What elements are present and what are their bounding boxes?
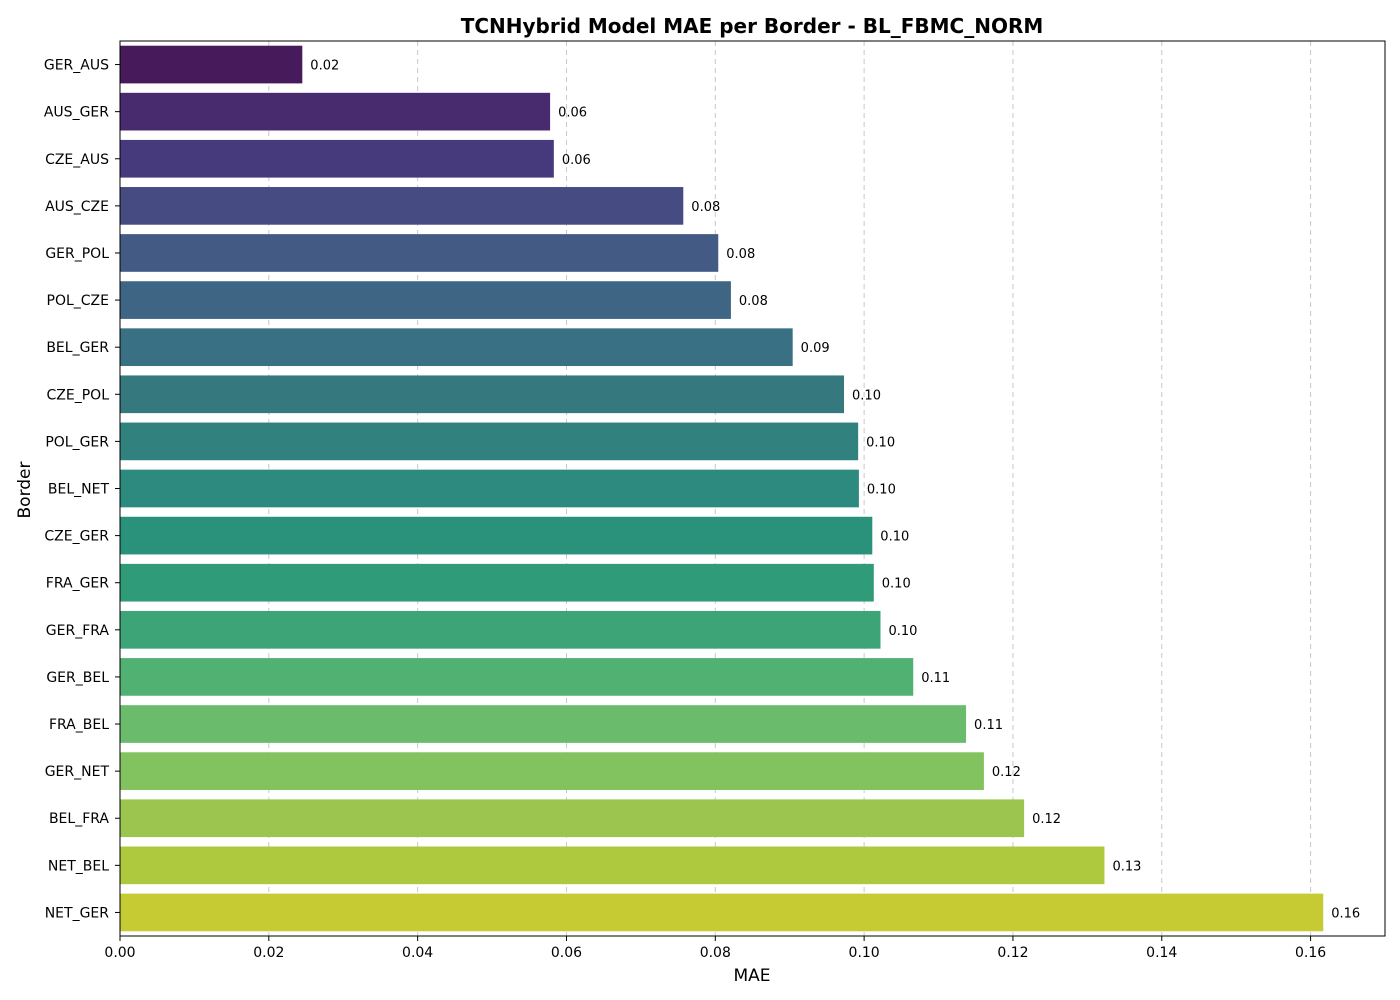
bar xyxy=(120,422,859,461)
bar-value-label: 0.08 xyxy=(726,247,755,262)
y-tick-label: FRA_BEL xyxy=(49,717,109,733)
x-tick-label: 0.10 xyxy=(849,945,880,961)
bar xyxy=(120,375,845,414)
y-tick-label: GER_POL xyxy=(45,246,109,262)
bar-value-label: 0.12 xyxy=(1032,812,1061,827)
bar xyxy=(120,187,684,225)
x-tick-label: 0.08 xyxy=(700,945,731,961)
bars xyxy=(120,45,1324,932)
y-tick-label: NET_BEL xyxy=(48,858,109,874)
y-tick-label: CZE_POL xyxy=(47,387,110,403)
bar-value-label: 0.08 xyxy=(739,294,768,309)
x-tick-label: 0.06 xyxy=(551,945,582,961)
bar-value-label: 0.06 xyxy=(562,153,591,168)
value-labels: 0.02 0.06 0.06 0.08 0.08 0.08 0.09 0.10 0.10 0.10… xyxy=(310,59,1360,922)
bar xyxy=(120,563,874,602)
x-tick-label: 0.02 xyxy=(253,945,284,961)
chart-title: TCNHybrid Model MAE per Border - BL_FBMC… xyxy=(461,14,1044,38)
bar xyxy=(120,610,881,649)
x-tick-label: 0.00 xyxy=(104,945,135,961)
y-tick-label: CZE_AUS xyxy=(45,152,109,168)
y-tick-label: GER_FRA xyxy=(46,623,110,639)
bar xyxy=(120,469,859,508)
x-tick-label: 0.04 xyxy=(402,945,433,961)
bar xyxy=(120,893,1324,932)
bar xyxy=(120,328,793,367)
bar xyxy=(120,92,551,131)
bar xyxy=(120,139,554,178)
y-tick-label: POL_GER xyxy=(45,434,109,450)
bar-value-label: 0.10 xyxy=(880,530,909,545)
bar-value-label: 0.12 xyxy=(992,765,1021,780)
y-tick-label: NET_GER xyxy=(45,905,110,921)
bar-value-label: 0.16 xyxy=(1331,906,1360,921)
y-tick-label: FRA_GER xyxy=(46,576,109,592)
x-tick-label: 0.14 xyxy=(1146,945,1177,961)
y-tick-label: GER_BEL xyxy=(46,670,109,686)
bar-value-label: 0.09 xyxy=(801,341,830,356)
y-axis-label: Border xyxy=(15,461,35,518)
y-tick-label: GER_AUS xyxy=(44,58,109,74)
bar-value-label: 0.13 xyxy=(1112,859,1141,874)
y-tick-label: POL_CZE xyxy=(47,293,109,309)
y-tick-label: GER_NET xyxy=(45,764,110,780)
bar xyxy=(120,516,873,555)
bar-value-label: 0.06 xyxy=(558,106,587,121)
x-tick-label: 0.16 xyxy=(1295,945,1326,961)
x-axis-label: MAE xyxy=(733,966,770,986)
bar-value-label: 0.10 xyxy=(882,577,911,592)
y-axis-ticks: GER_AUS AUS_GER CZE_AUS AUS_CZE GER_POL POL_C… xyxy=(44,58,120,921)
x-tick-label: 0.12 xyxy=(997,945,1028,961)
y-tick-label: AUS_GER xyxy=(44,105,109,121)
bar xyxy=(120,281,731,319)
bar-value-label: 0.11 xyxy=(921,671,950,686)
bar-value-label: 0.02 xyxy=(310,59,339,74)
bar xyxy=(120,752,984,790)
bar xyxy=(120,705,967,743)
bar-value-label: 0.11 xyxy=(974,718,1003,733)
y-tick-label: BEL_NET xyxy=(48,482,110,498)
bar-value-label: 0.10 xyxy=(866,435,895,450)
bar-value-label: 0.10 xyxy=(888,624,917,639)
bar xyxy=(120,846,1105,885)
bar-value-label: 0.10 xyxy=(867,483,896,498)
y-tick-label: CZE_GER xyxy=(44,529,109,545)
y-tick-label: BEL_FRA xyxy=(49,811,109,827)
bar xyxy=(120,45,303,84)
bar-value-label: 0.10 xyxy=(852,388,881,403)
bar xyxy=(120,234,719,272)
bar-value-label: 0.08 xyxy=(691,200,720,215)
y-tick-label: BEL_GER xyxy=(46,340,109,356)
bar xyxy=(120,658,914,696)
bar xyxy=(120,799,1025,838)
x-axis-ticks: 0.00 0.02 0.04 0.06 0.08 0.10 0.12 0.14 0.16 xyxy=(104,936,1326,961)
y-tick-label: AUS_CZE xyxy=(45,199,109,215)
